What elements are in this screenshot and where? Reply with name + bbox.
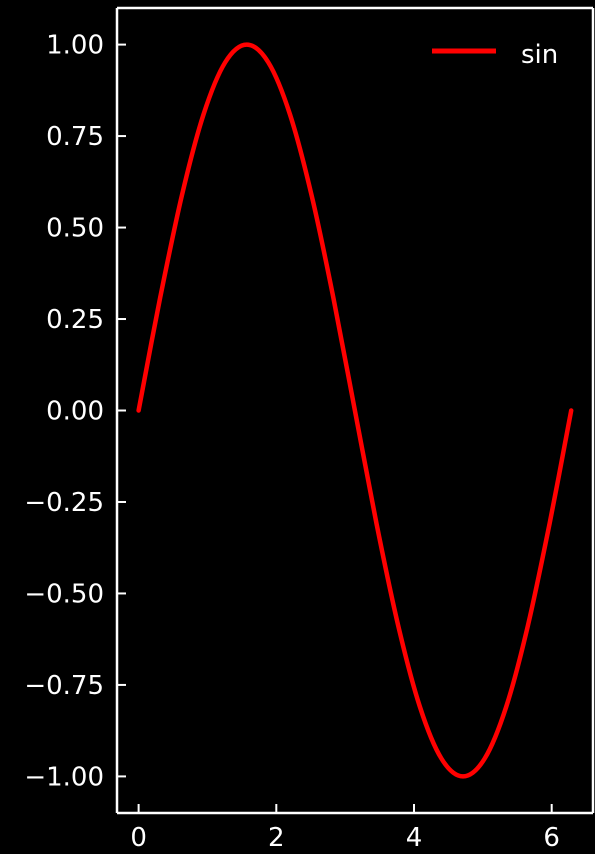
- legend: sin: [432, 40, 558, 70]
- series-layer: [136, 42, 574, 779]
- legend-label-sin: sin: [521, 40, 558, 70]
- x-tick-label: 4: [406, 823, 423, 853]
- y-tick-label: −0.50: [24, 579, 104, 609]
- y-tick-label: −0.75: [24, 671, 104, 701]
- y-tick-label: 0.50: [46, 214, 104, 244]
- x-tick-label: 2: [268, 823, 285, 853]
- x-tick-label: 0: [130, 823, 147, 853]
- series-line-sin: [136, 42, 574, 779]
- y-tick-label: −1.00: [24, 762, 104, 792]
- y-tick-label: 1.00: [46, 31, 104, 61]
- x-tick-label: 6: [543, 823, 560, 853]
- ticks-layer: 1.00 0.75 0.50 0.25 0.00 −0.25 −0.50 −0.75 −1.00…: [24, 31, 560, 853]
- y-tick-label: 0.75: [46, 122, 104, 152]
- y-tick-label: 0.25: [46, 305, 104, 335]
- y-tick-label: 0.00: [46, 397, 104, 427]
- y-tick-label: −0.25: [24, 488, 104, 518]
